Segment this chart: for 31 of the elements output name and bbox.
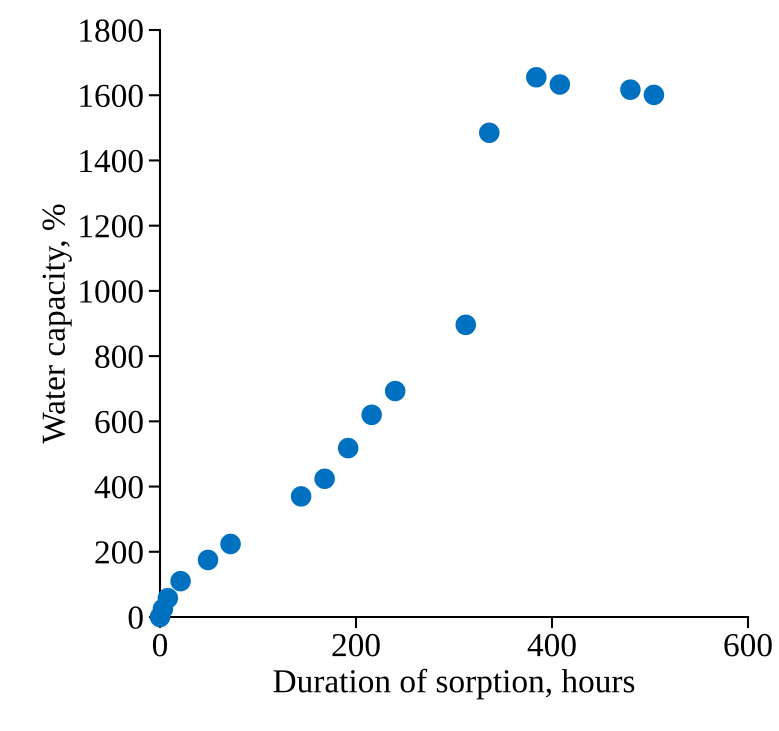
y-axis-title: Water capacity, %: [42, 204, 72, 444]
point: [644, 84, 664, 106]
point: [526, 67, 547, 88]
y-tick-label: 1000: [80, 280, 143, 303]
x-axis-title: Duration of sorption, hours: [273, 668, 634, 700]
point: [550, 74, 570, 95]
point: [220, 534, 241, 554]
point: [384, 380, 406, 402]
x-tick-label: 0: [152, 634, 168, 656]
y-tick-label: 0: [128, 606, 143, 629]
point: [620, 79, 641, 100]
point: [479, 122, 500, 143]
point: [361, 404, 382, 426]
point: [170, 570, 191, 592]
x-tick-label: 600: [724, 634, 772, 656]
point: [455, 314, 476, 336]
x-tick-label: 200: [332, 634, 380, 656]
y-tick-label: 1400: [80, 150, 143, 172]
x-tick-label: 400: [528, 634, 576, 656]
point: [314, 468, 335, 489]
y-tick-label: 600: [95, 410, 143, 434]
y-tick-label: 200: [95, 541, 143, 564]
y-tick-label: 1200: [80, 215, 143, 238]
point: [290, 486, 312, 507]
y-tick-label: 400: [94, 476, 143, 498]
point: [338, 438, 358, 458]
y-tick-label: 1800: [80, 19, 143, 42]
point: [198, 550, 218, 570]
point: [158, 588, 178, 608]
y-tick-label: 800: [95, 346, 143, 368]
y-tick-label: 1600: [80, 84, 143, 108]
